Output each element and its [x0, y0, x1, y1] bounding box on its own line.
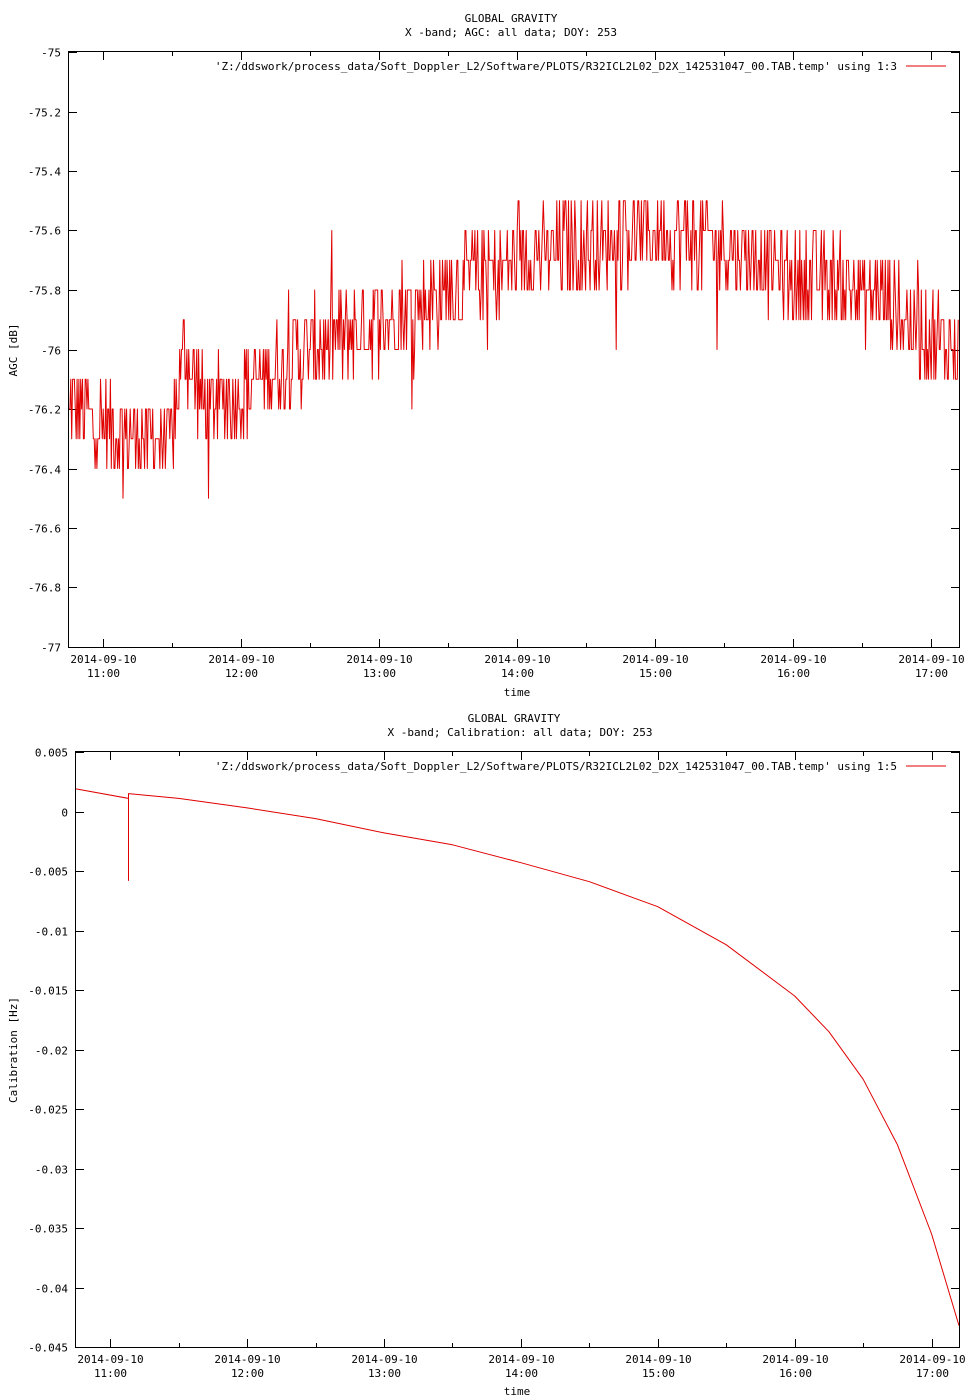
calibration-ticks: 0.005 0 -0.005 -0.01 -0.015 -0.02 -0.025 -0.03 -… [28, 747, 965, 1381]
calibration-x-tick-date: 2014-09-10 [77, 1353, 143, 1366]
agc-y-tick-label: -75.2 [28, 107, 61, 120]
calibration-series-line [75, 788, 960, 1326]
calibration-x-tick-time: 15:00 [642, 1367, 675, 1380]
agc-x-tick-date: 2014-09-10 [622, 653, 688, 666]
agc-chart: GLOBAL GRAVITY X -band; AGC: all data; D… [7, 12, 965, 699]
agc-x-tick-time: 16:00 [777, 667, 810, 680]
calibration-y-tick-label: -0.02 [35, 1045, 68, 1058]
agc-ticks: -75 -75.2 -75.4 -75.6 -75.8 -76 -76.2 -76.4 -76.… [28, 47, 965, 681]
calibration-x-tick-time: 17:00 [916, 1367, 949, 1380]
calibration-x-tick-time: 11:00 [94, 1367, 127, 1380]
calibration-y-tick-label: -0.025 [28, 1104, 68, 1117]
calibration-x-tick-date: 2014-09-10 [899, 1353, 965, 1366]
calibration-plot-frame [75, 751, 960, 1348]
calibration-x-tick-date: 2014-09-10 [351, 1353, 417, 1366]
calibration-y-tick-label: -0.015 [28, 985, 68, 998]
agc-y-tick-label: -76 [41, 345, 61, 358]
agc-y-tick-label: -76.2 [28, 404, 61, 417]
calibration-y-tick-label: -0.005 [28, 866, 68, 879]
calibration-chart: GLOBAL GRAVITY X -band; Calibration: all… [7, 712, 966, 1398]
agc-series [69, 200, 959, 499]
calibration-x-axis-label: time [504, 1385, 531, 1398]
calibration-x-tick-date: 2014-09-10 [488, 1353, 554, 1366]
agc-x-tick-date: 2014-09-10 [346, 653, 412, 666]
calibration-x-tick-date: 2014-09-10 [625, 1353, 691, 1366]
agc-y-tick-label: -76.8 [28, 582, 61, 595]
calibration-legend-label: 'Z:/ddswork/process_data/Soft_Doppler_L2… [215, 760, 897, 773]
agc-x-tick-date: 2014-09-10 [70, 653, 136, 666]
agc-y-tick-label: -75.6 [28, 225, 61, 238]
agc-chart-title: GLOBAL GRAVITY [465, 12, 558, 25]
agc-x-tick-time: 15:00 [639, 667, 672, 680]
calibration-y-tick-label: -0.01 [35, 926, 68, 939]
agc-x-tick-date: 2014-09-10 [760, 653, 826, 666]
agc-y-tick-label: -76.4 [28, 464, 61, 477]
calibration-y-tick-label: -0.04 [35, 1283, 68, 1296]
agc-x-tick-time: 13:00 [363, 667, 396, 680]
calibration-y-tick-label: -0.03 [35, 1164, 68, 1177]
calibration-chart-title: GLOBAL GRAVITY [468, 712, 561, 725]
agc-x-axis-label: time [504, 686, 531, 699]
agc-y-tick-label: -77 [41, 642, 61, 655]
calibration-y-tick-label: -0.045 [28, 1342, 68, 1355]
agc-x-tick-date: 2014-09-10 [484, 653, 550, 666]
calibration-y-axis-label: Calibration [Hz] [7, 997, 20, 1103]
calibration-y-tick-label: 0 [61, 807, 68, 820]
agc-y-tick-label: -75 [41, 47, 61, 60]
agc-legend-label: 'Z:/ddswork/process_data/Soft_Doppler_L2… [215, 60, 897, 73]
agc-x-tick-time: 17:00 [915, 667, 948, 680]
agc-x-tick-time: 11:00 [87, 667, 120, 680]
calibration-x-tick-date: 2014-09-10 [214, 1353, 280, 1366]
agc-x-tick-date: 2014-09-10 [208, 653, 274, 666]
agc-x-tick-time: 12:00 [225, 667, 258, 680]
calibration-x-tick-time: 16:00 [779, 1367, 812, 1380]
calibration-x-tick-time: 14:00 [505, 1367, 538, 1380]
calibration-x-tick-date: 2014-09-10 [762, 1353, 828, 1366]
agc-chart-subtitle: X -band; AGC: all data; DOY: 253 [405, 26, 617, 39]
agc-y-tick-label: -75.8 [28, 285, 61, 298]
calibration-y-tick-label: 0.005 [35, 747, 68, 760]
agc-y-tick-label: -75.4 [28, 166, 61, 179]
calibration-y-tick-label: -0.035 [28, 1223, 68, 1236]
calibration-x-tick-time: 13:00 [368, 1367, 401, 1380]
calibration-x-tick-time: 12:00 [231, 1367, 264, 1380]
calibration-chart-subtitle: X -band; Calibration: all data; DOY: 253 [388, 726, 653, 739]
agc-y-tick-label: -76.6 [28, 523, 61, 536]
agc-x-tick-time: 14:00 [501, 667, 534, 680]
agc-series-line [69, 200, 959, 499]
agc-y-axis-label: AGC [dB] [7, 324, 20, 377]
agc-plot-frame [68, 51, 960, 648]
agc-x-tick-date: 2014-09-10 [898, 653, 964, 666]
calibration-series [75, 788, 960, 1326]
